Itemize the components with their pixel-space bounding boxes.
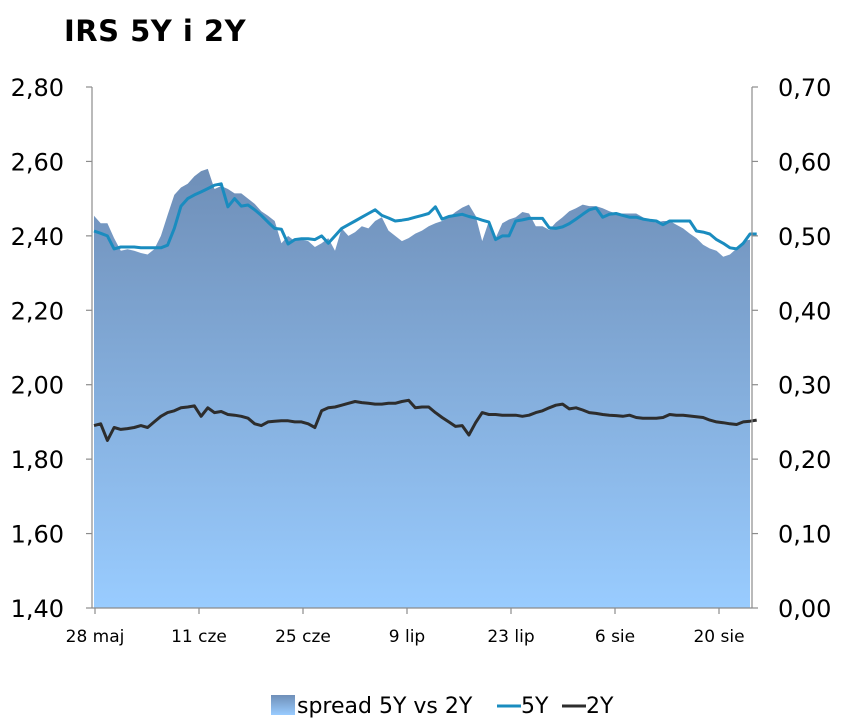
x-tick-label: 28 maj: [66, 627, 125, 647]
x-tick-label: 20 sie: [693, 627, 744, 647]
x-tick-label: 9 lip: [389, 627, 425, 647]
legend-label-5y: 5Y: [521, 694, 549, 719]
legend-swatch-spread: [271, 695, 295, 715]
legend-label-spread: spread 5Y vs 2Y: [297, 694, 473, 719]
legend-label-2y: 2Y: [586, 694, 614, 719]
chart-title: IRS 5Y i 2Y: [64, 14, 247, 48]
y-right-tick-label: 0,00: [778, 595, 831, 623]
y-left-tick-label: 1,80: [11, 446, 64, 474]
y-left-tick-label: 2,20: [11, 297, 64, 325]
x-tick-label: 6 sie: [595, 627, 635, 647]
y-left-tick-label: 2,60: [11, 148, 64, 176]
series-lines-layer: [93, 182, 757, 442]
y-right-tick-label: 0,70: [778, 74, 831, 102]
y-left-tick-label: 2,40: [11, 223, 64, 251]
y-right-tick-label: 0,60: [778, 148, 831, 176]
series-5y-line: [93, 182, 757, 251]
y-left-tick-label: 2,00: [11, 372, 64, 400]
x-tick-label: 25 cze: [275, 627, 331, 647]
y-left-tick-label: 1,60: [11, 521, 64, 549]
y-left-tick-label: 1,40: [11, 595, 64, 623]
y-right-tick-label: 0,20: [778, 446, 831, 474]
axes-layer: 1,40 1,60 1,80 2,00 2,20 2,40 2,60 2,80 0,00 0,10…: [11, 74, 832, 647]
legend: spread 5Y vs 2Y 5Y 2Y: [271, 694, 614, 719]
x-tick-label: 23 lip: [487, 627, 534, 647]
series-spread-area: [94, 168, 750, 608]
y-right-tick-label: 0,30: [778, 372, 831, 400]
spread-area-layer: [94, 168, 750, 608]
y-right-tick-label: 0,40: [778, 297, 831, 325]
y-left-tick-label: 2,80: [11, 74, 64, 102]
y-right-tick-label: 0,50: [778, 223, 831, 251]
y-right-tick-label: 0,10: [778, 521, 831, 549]
series-2y-line: [93, 398, 757, 442]
x-tick-label: 11 cze: [171, 627, 227, 647]
